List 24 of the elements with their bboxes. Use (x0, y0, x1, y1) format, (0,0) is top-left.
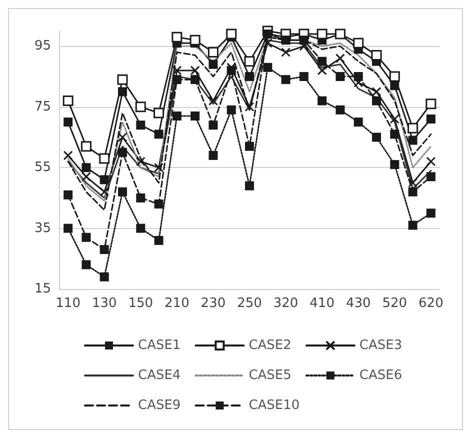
x-tick-label: 150 (128, 296, 154, 311)
legend-label: CASE10 (248, 398, 300, 413)
x-tick-label: 320 (273, 296, 298, 311)
x-tick-label: 520 (382, 296, 408, 311)
legend-label: CASE3 (359, 338, 402, 353)
x-tick-label: 110 (56, 296, 80, 311)
x-tick-label: 430 (346, 296, 371, 311)
legend-label: CASE1 (138, 338, 181, 353)
x-tick-label: 210 (164, 296, 190, 311)
x-tick-label: 410 (310, 296, 334, 311)
legend-label: CASE4 (138, 368, 181, 383)
x-tick-label: 230 (200, 296, 226, 311)
y-tick-label: 15 (34, 282, 51, 296)
y-tick-label: 95 (34, 38, 51, 54)
legend-label: CASE2 (248, 338, 292, 353)
legend-label: CASE5 (248, 368, 292, 383)
x-tick-label: 250 (237, 296, 262, 311)
legend-label: CASE9 (138, 398, 181, 413)
y-tick-label: 35 (34, 220, 51, 236)
x-tick-label: 620 (418, 296, 444, 311)
legend-label: CASE6 (359, 368, 402, 383)
x-tick-label: 130 (92, 296, 117, 311)
y-tick-label: 75 (34, 99, 51, 114)
y-tick-label: 55 (34, 160, 51, 176)
